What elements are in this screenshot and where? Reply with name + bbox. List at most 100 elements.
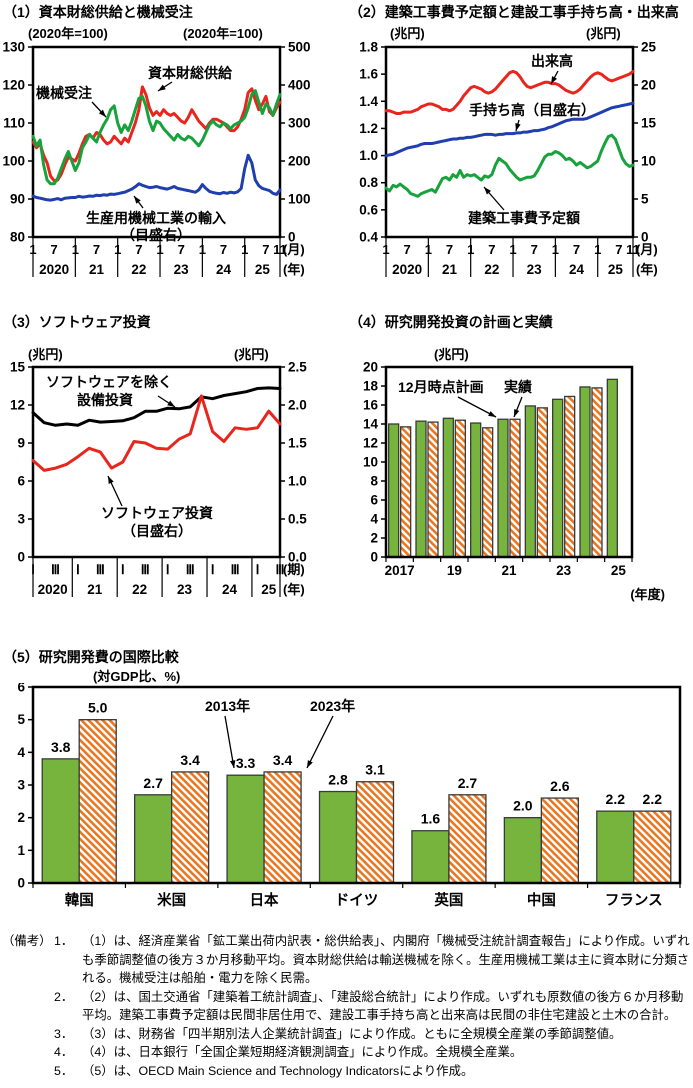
svg-text:ソフトウェア投資: ソフトウェア投資 [101, 505, 213, 521]
svg-text:（目盛右）: （目盛右） [122, 523, 192, 539]
svg-text:9: 9 [17, 436, 25, 451]
svg-text:Ⅲ: Ⅲ [51, 562, 60, 577]
svg-text:400: 400 [288, 78, 311, 93]
svg-text:21: 21 [87, 582, 103, 597]
note-number: 2． [54, 989, 74, 1004]
svg-text:Ⅲ: Ⅲ [141, 562, 150, 577]
svg-text:100: 100 [288, 192, 311, 207]
construction-cost-backlog-chart: 1.81.61.41.21.00.80.60.42520151050171717… [359, 40, 658, 277]
rd-international-comparison-chart: 6 5 4 3 2 1 0 韓国 米国 日本 ドイツ 英国 中国 フランス 3.8 5.0 2.7 3.4 3.3 3… [17, 683, 682, 909]
note-number: 4． [54, 1045, 74, 1059]
svg-text:2: 2 [17, 810, 25, 825]
svg-text:2.0: 2.0 [513, 798, 533, 814]
svg-text:Ⅰ: Ⅰ [256, 562, 260, 577]
svg-text:1.8: 1.8 [359, 40, 378, 55]
svg-text:1.2: 1.2 [359, 121, 378, 136]
svg-text:24: 24 [216, 262, 232, 277]
svg-text:80: 80 [10, 230, 25, 245]
svg-text:2020: 2020 [392, 262, 422, 277]
svg-text:100: 100 [2, 154, 25, 169]
svg-text:7: 7 [93, 242, 100, 257]
panel-rd-international: （5）研究開発費の国際比較 (対GDP比、%) 6 5 4 3 2 1 0 韓国 米国 日本 ドイツ… [0, 645, 693, 930]
svg-text:0: 0 [17, 550, 25, 565]
svg-text:0: 0 [288, 230, 296, 245]
svg-text:（目盛右）: （目盛右） [121, 227, 191, 243]
panel-construction: （2）建築工事費予定額と建設工事手持ち高・出来高 (兆円) (兆円) 1.8 1.… [346, 0, 693, 300]
svg-text:5: 5 [17, 712, 25, 727]
svg-text:3: 3 [17, 778, 25, 793]
svg-text:8: 8 [370, 474, 378, 489]
svg-text:22: 22 [131, 262, 146, 277]
note-number: 1． [54, 934, 74, 948]
svg-text:7: 7 [135, 242, 142, 257]
svg-text:2023年: 2023年 [310, 698, 355, 714]
svg-text:日本: 日本 [250, 891, 279, 909]
svg-text:2020: 2020 [39, 262, 69, 277]
svg-text:25: 25 [608, 262, 624, 277]
svg-text:1.4: 1.4 [359, 94, 378, 109]
svg-text:7: 7 [446, 242, 453, 257]
svg-text:25: 25 [641, 40, 657, 55]
svg-text:(年度): (年度) [630, 587, 665, 602]
panel-1-right-axis-unit: (2020年=100) [183, 26, 263, 41]
panel-3-title: （3）ソフトウェア投資 [3, 314, 151, 330]
svg-text:(年): (年) [636, 262, 658, 277]
svg-text:2.7: 2.7 [143, 775, 163, 791]
svg-text:フランス: フランス [605, 893, 663, 909]
svg-text:Ⅰ: Ⅰ [211, 562, 215, 577]
svg-text:1.5: 1.5 [288, 436, 307, 451]
svg-text:米国: 米国 [157, 891, 186, 909]
svg-text:25: 25 [611, 563, 627, 578]
panel-rd-plan: （4）研究開発投資の計画と実績 (兆円) 20 18 16 14 12 10 8 6 4 2 0 20… [346, 310, 693, 645]
svg-text:7: 7 [178, 242, 185, 257]
svg-text:(月): (月) [636, 242, 658, 257]
svg-text:5.0: 5.0 [88, 700, 108, 716]
note-text: （4）は、日本銀行「全国企業短期経済観測調査」により作成。全規模全産業。 [82, 1045, 523, 1059]
panel-4-title: （4）研究開発投資の計画と実績 [349, 314, 553, 330]
svg-text:7: 7 [615, 242, 622, 257]
svg-text:0: 0 [370, 550, 378, 565]
note-text: （2）は、国土交通省「建築着工統計調査」、「建設総合統計」により作成。いずれも原… [82, 989, 684, 1023]
svg-text:4: 4 [17, 745, 25, 760]
svg-text:設備投資: 設備投資 [77, 392, 133, 408]
svg-text:ソフトウェアを除く: ソフトウェアを除く [46, 374, 172, 390]
svg-text:10: 10 [363, 455, 378, 470]
svg-text:18: 18 [363, 379, 379, 394]
svg-text:資本財総供給: 資本財総供給 [148, 65, 233, 81]
svg-text:10: 10 [641, 154, 656, 169]
panel-software: （3）ソフトウェア投資 (兆円) (兆円) 15 12 9 6 3 0 2.5 2.0 1.5 1… [0, 310, 346, 645]
svg-text:12: 12 [363, 436, 378, 451]
svg-text:300: 300 [288, 116, 311, 131]
note-text: （3）は、財務省「四半期別法人企業統計調査」により作成。ともに全規模全産業の季節… [82, 1026, 622, 1041]
note-item-4: 4． （4）は、日本銀行「全国企業短期経済観測調査」により作成。全規模全産業。 [54, 1043, 692, 1062]
svg-text:25: 25 [261, 582, 277, 597]
svg-text:1.6: 1.6 [421, 811, 441, 827]
note-number: 3． [54, 1026, 74, 1041]
svg-text:ドイツ: ドイツ [335, 893, 379, 909]
svg-text:1.0: 1.0 [359, 148, 378, 163]
svg-text:1.6: 1.6 [359, 67, 378, 82]
svg-text:21: 21 [442, 262, 458, 277]
svg-text:12月時点計画: 12月時点計画 [398, 379, 484, 395]
svg-text:(月): (月) [283, 242, 305, 257]
svg-text:200: 200 [288, 154, 311, 169]
svg-text:22: 22 [132, 582, 147, 597]
svg-text:Ⅰ: Ⅰ [121, 562, 125, 577]
panel-5-left-axis-unit: (対GDP比、%) [93, 669, 181, 684]
svg-text:15: 15 [10, 360, 26, 375]
svg-text:90: 90 [10, 192, 25, 207]
svg-text:0.6: 0.6 [359, 202, 378, 217]
svg-text:(年): (年) [283, 582, 305, 597]
svg-text:7: 7 [262, 242, 269, 257]
panel-5-title: （5）研究開発費の国際比較 [3, 649, 179, 665]
svg-text:21: 21 [501, 563, 517, 578]
note-item-2: 2． （2）は、国土交通省「建築着工統計調査」、「建設総合統計」により作成。いずれ… [54, 988, 692, 1025]
svg-text:0.4: 0.4 [359, 230, 378, 245]
svg-text:0: 0 [641, 230, 649, 245]
svg-text:24: 24 [569, 262, 585, 277]
capital-goods-machinery-orders-chart: 1301201101009080500400300200100017171717… [2, 40, 311, 277]
svg-text:7: 7 [573, 242, 580, 257]
svg-text:手持ち高（目盛右）: 手持ち高（目盛右） [469, 102, 595, 118]
